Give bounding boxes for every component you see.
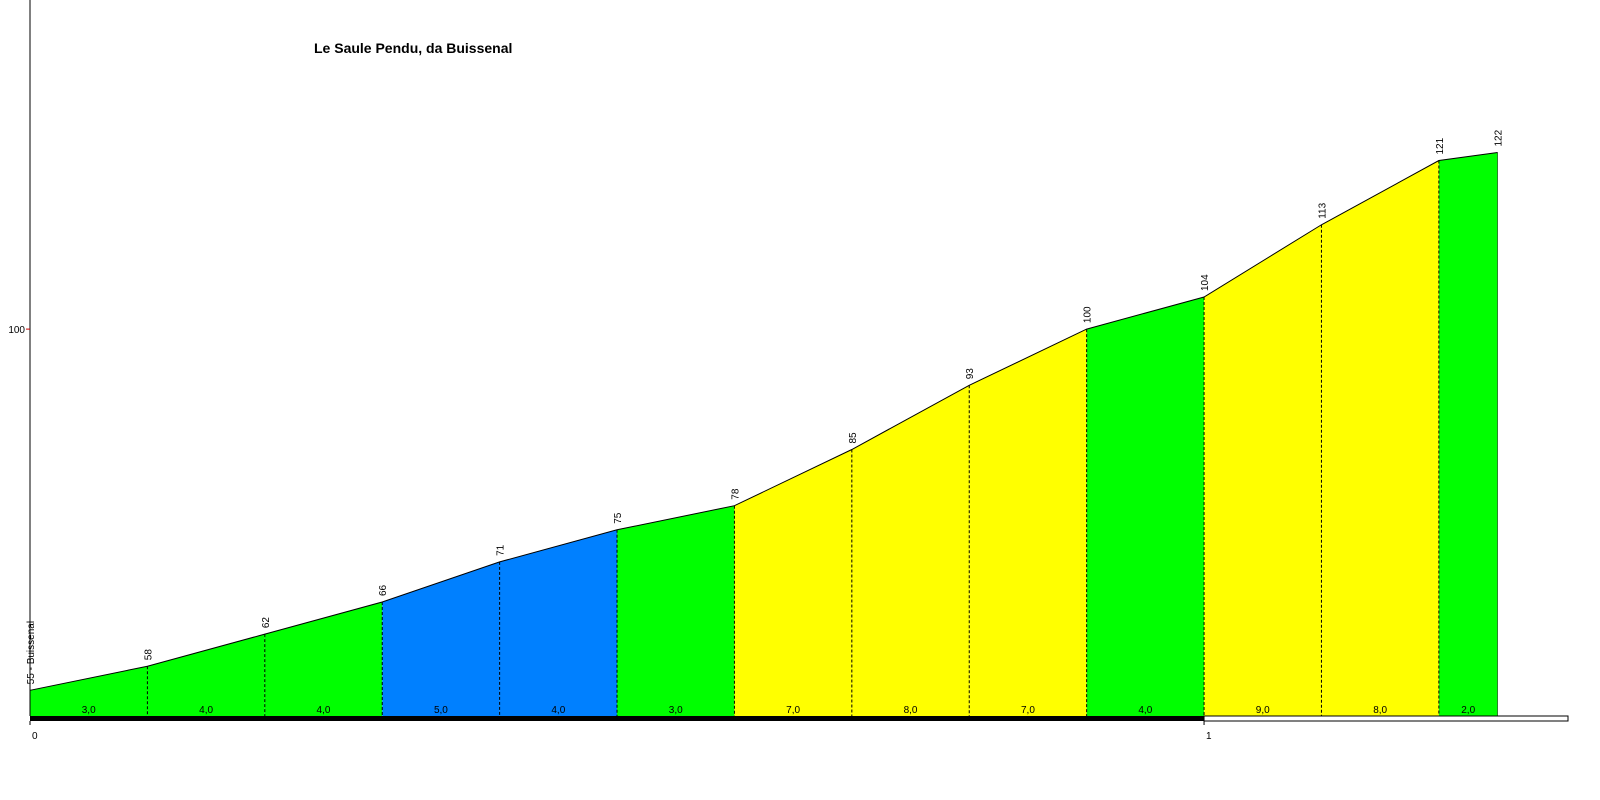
gradient-segment — [734, 449, 852, 716]
gradient-segment — [147, 634, 265, 716]
gradient-label: 3,0 — [82, 705, 96, 716]
distance-bar-rest — [1203, 715, 1569, 722]
chart-title: Le Saule Pendu, da Buissenal — [314, 40, 512, 56]
gradient-segment — [617, 505, 735, 716]
gradient-label: 2,0 — [1461, 705, 1475, 716]
elevation-label: 78 — [730, 488, 741, 500]
elevation-label: 71 — [496, 544, 507, 556]
gradient-segment — [499, 529, 618, 716]
profile-line — [29, 152, 1498, 691]
gradient-segment — [1438, 152, 1498, 716]
y-tick-label: 100 — [8, 325, 25, 336]
gradient-label: 4,0 — [199, 705, 213, 716]
elevation-label: 58 — [143, 649, 154, 661]
elevation-label: 122 — [1494, 129, 1505, 146]
distance-bar — [30, 716, 1205, 721]
gradient-label: 4,0 — [1138, 705, 1152, 716]
gradient-segment — [1086, 296, 1205, 716]
gradient-segment — [264, 602, 383, 716]
elevation-label: 104 — [1200, 274, 1211, 291]
gradient-label: 7,0 — [786, 705, 800, 716]
gradient-label: 9,0 — [1256, 705, 1270, 716]
elevation-label: 121 — [1435, 137, 1446, 154]
gradient-label: 8,0 — [904, 705, 918, 716]
gradient-label: 7,0 — [1021, 705, 1035, 716]
gradient-label: 4,0 — [551, 705, 565, 716]
x-tick-label: 0 — [32, 731, 38, 742]
elevation-label: 93 — [965, 368, 976, 380]
elevation-label: 55 - Buissenal — [26, 621, 37, 684]
gradient-segment — [1204, 224, 1322, 716]
gradient-label: 5,0 — [434, 705, 448, 716]
x-tick-label: 1 — [1206, 731, 1212, 742]
elevation-label: 113 — [1317, 202, 1328, 218]
gradient-segment — [382, 561, 500, 716]
gradient-segment — [30, 666, 148, 716]
gradient-segment — [969, 329, 1087, 716]
elevation-label: 66 — [378, 584, 389, 596]
elevation-label: 75 — [613, 512, 624, 524]
elevation-label: 100 — [1083, 306, 1094, 323]
gradient-segment — [1321, 160, 1439, 717]
elevation-label: 62 — [261, 617, 272, 629]
gradient-label: 4,0 — [317, 705, 331, 716]
gradient-segment — [851, 385, 970, 716]
elevation-label: 85 — [848, 432, 859, 444]
gradient-label: 3,0 — [669, 705, 683, 716]
gradient-label: 8,0 — [1373, 705, 1387, 716]
